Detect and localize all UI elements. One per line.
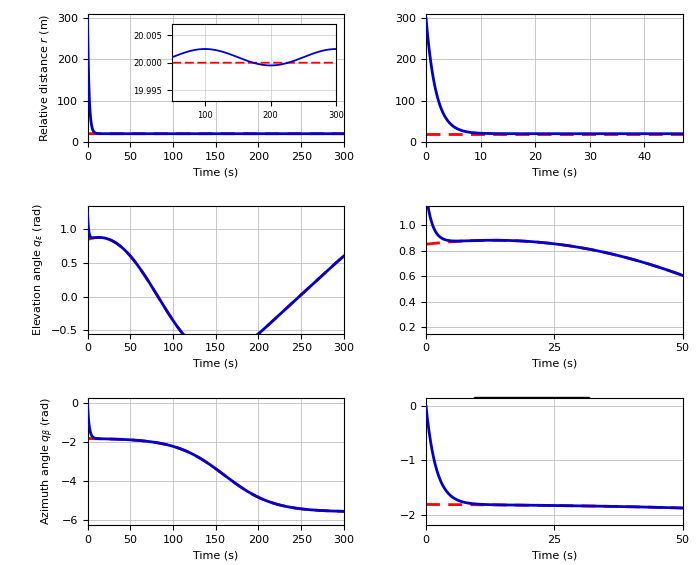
Legend: Actual value, Desired value: Actual value, Desired value [473, 397, 589, 431]
X-axis label: Time (s): Time (s) [193, 551, 239, 560]
Y-axis label: Relative distance $r$ (m): Relative distance $r$ (m) [38, 14, 51, 142]
X-axis label: Time (s): Time (s) [531, 167, 577, 177]
X-axis label: Time (s): Time (s) [531, 551, 577, 560]
X-axis label: Time (s): Time (s) [193, 359, 239, 369]
Y-axis label: Elevation angle $q_\varepsilon$ (rad): Elevation angle $q_\varepsilon$ (rad) [32, 203, 46, 336]
X-axis label: Time (s): Time (s) [193, 167, 239, 177]
X-axis label: Time (s): Time (s) [531, 359, 577, 369]
Y-axis label: Azimuth angle $q_\beta$ (rad): Azimuth angle $q_\beta$ (rad) [39, 398, 56, 525]
